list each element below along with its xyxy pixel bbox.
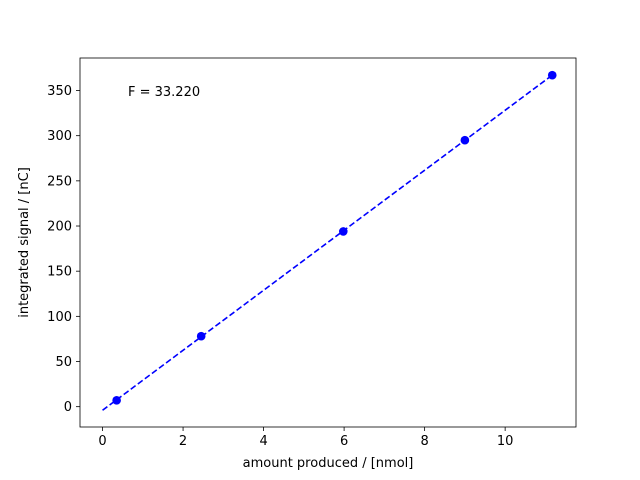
data-point <box>112 396 121 405</box>
y-tick-label: 0 <box>64 400 72 415</box>
data-point <box>196 331 206 341</box>
x-tick-label: 0 <box>98 434 106 449</box>
x-axis: 0 2 4 6 8 10 <box>98 427 513 449</box>
data-point <box>338 227 348 236</box>
x-tick-label: 2 <box>179 434 187 449</box>
y-tick-label: 200 <box>47 220 72 235</box>
x-tick-label: 8 <box>420 434 428 449</box>
data-point <box>460 135 470 145</box>
fit-line <box>102 74 553 411</box>
fit-factor-annotation: F = 33.220 <box>128 85 200 100</box>
x-axis-title: amount produced / [nmol] <box>243 456 414 471</box>
y-tick-label: 350 <box>47 84 72 99</box>
y-tick-label: 150 <box>47 265 72 280</box>
y-tick-label: 50 <box>55 355 72 370</box>
plot-area <box>102 70 557 411</box>
y-axis-title: integrated signal / [nC] <box>17 167 32 318</box>
x-tick-label: 6 <box>340 434 348 449</box>
y-tick-label: 250 <box>47 174 72 189</box>
data-point <box>547 70 557 80</box>
axes-frame <box>79 57 577 428</box>
y-tick-label: 300 <box>47 129 72 144</box>
y-tick-label: 100 <box>47 310 72 325</box>
y-axis: 0 50 100 150 200 250 300 350 <box>47 84 80 415</box>
x-tick-label: 10 <box>497 434 514 449</box>
x-tick-label: 4 <box>259 434 267 449</box>
